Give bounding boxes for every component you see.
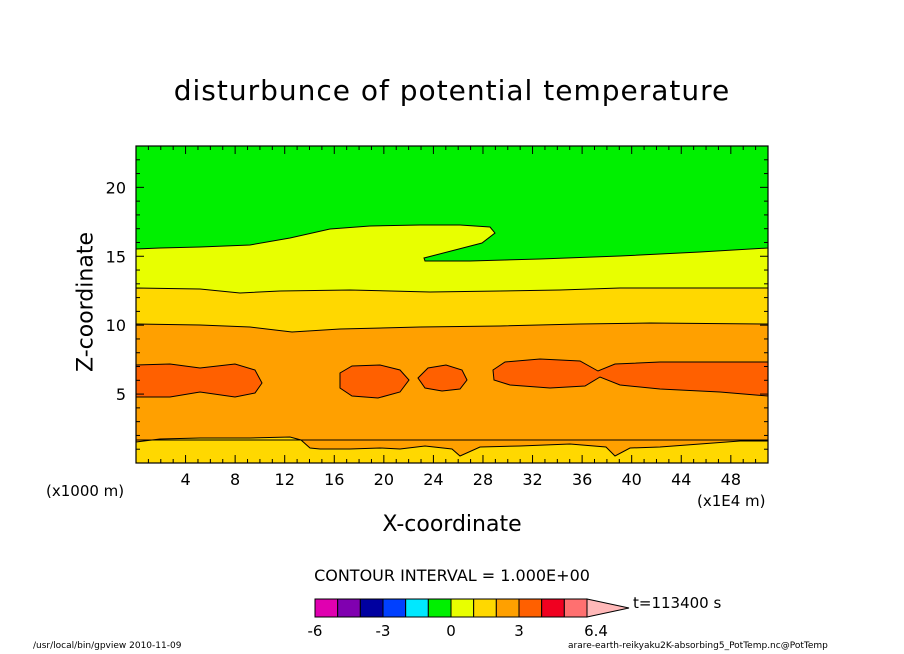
- colorbar-swatch: [541, 598, 565, 618]
- band-4-5-blob-center: [339, 364, 410, 399]
- y-tick-label: 20: [106, 178, 126, 197]
- chart-title: disturbunce of potential temperature: [173, 74, 731, 107]
- colorbar-swatch: [359, 598, 384, 618]
- footer-data-source: arare-earth-reikyaku2K-absorbing5_PotTem…: [568, 641, 828, 651]
- x-tick-label: 20: [374, 470, 394, 489]
- colorbar-swatch: [450, 598, 475, 618]
- x-tick-label: 28: [473, 470, 493, 489]
- colorbar-label: 6.4: [584, 622, 608, 640]
- colorbar-label: 0: [446, 622, 456, 640]
- y-axis-label: Z-coordinate: [73, 232, 99, 372]
- colorbar-swatch: [314, 598, 339, 618]
- colorbar-label: -3: [376, 622, 391, 640]
- x-tick-label: 32: [522, 470, 542, 489]
- colorbar-label: 3: [514, 622, 524, 640]
- colorbar-swatch: [337, 598, 361, 618]
- colorbar-swatch: [427, 598, 452, 618]
- footer-program-path: /usr/local/bin/gpview 2010-11-09: [33, 641, 182, 651]
- colorbar-swatch: [382, 598, 407, 618]
- x-tick-label: 44: [671, 470, 691, 489]
- y-tick-label: 15: [106, 247, 126, 266]
- y-axis-ticks: 5 10 15 20: [106, 159, 768, 450]
- x-tick-label: 48: [721, 470, 741, 489]
- x-unit-note: (x1000 m): [46, 482, 125, 500]
- colorbar-label: -6: [308, 622, 323, 640]
- band-4-5-blob-left: [136, 363, 263, 398]
- x-tick-label: 16: [324, 470, 344, 489]
- x-tick-label: 4: [180, 470, 190, 489]
- time-label: t=113400 s: [633, 594, 722, 612]
- band-4-5-blob-small: [417, 364, 468, 392]
- x-tick-label: 24: [423, 470, 443, 489]
- colorbar-overflow-triangle: [586, 598, 630, 618]
- band-4-5-blob-right: [492, 358, 768, 397]
- z-unit-note: (x1E4 m): [697, 492, 766, 510]
- x-tick-label: 36: [572, 470, 592, 489]
- colorbar-swatch: [495, 598, 520, 618]
- contour-interval-label: CONTOUR INTERVAL = 1.000E+00: [314, 566, 590, 585]
- band-0-1: [136, 146, 768, 262]
- y-tick-label: 10: [106, 316, 126, 335]
- x-tick-label: 40: [622, 470, 642, 489]
- colorbar: -6 -3 0 3 6.4: [308, 598, 630, 640]
- y-tick-label: 5: [116, 385, 126, 404]
- x-tick-label: 12: [275, 470, 295, 489]
- colorbar-swatch: [473, 598, 497, 618]
- x-axis-label: X-coordinate: [382, 512, 522, 537]
- colorbar-swatch: [563, 598, 588, 618]
- contour-field: [136, 146, 768, 463]
- x-axis-ticks: 4 8 12 16 20 24 28 32 36 40 44 48: [147, 146, 757, 489]
- colorbar-swatch: [405, 598, 429, 618]
- colorbar-swatch: [518, 598, 543, 618]
- x-tick-label: 8: [230, 470, 240, 489]
- plot-frame: [135, 145, 769, 464]
